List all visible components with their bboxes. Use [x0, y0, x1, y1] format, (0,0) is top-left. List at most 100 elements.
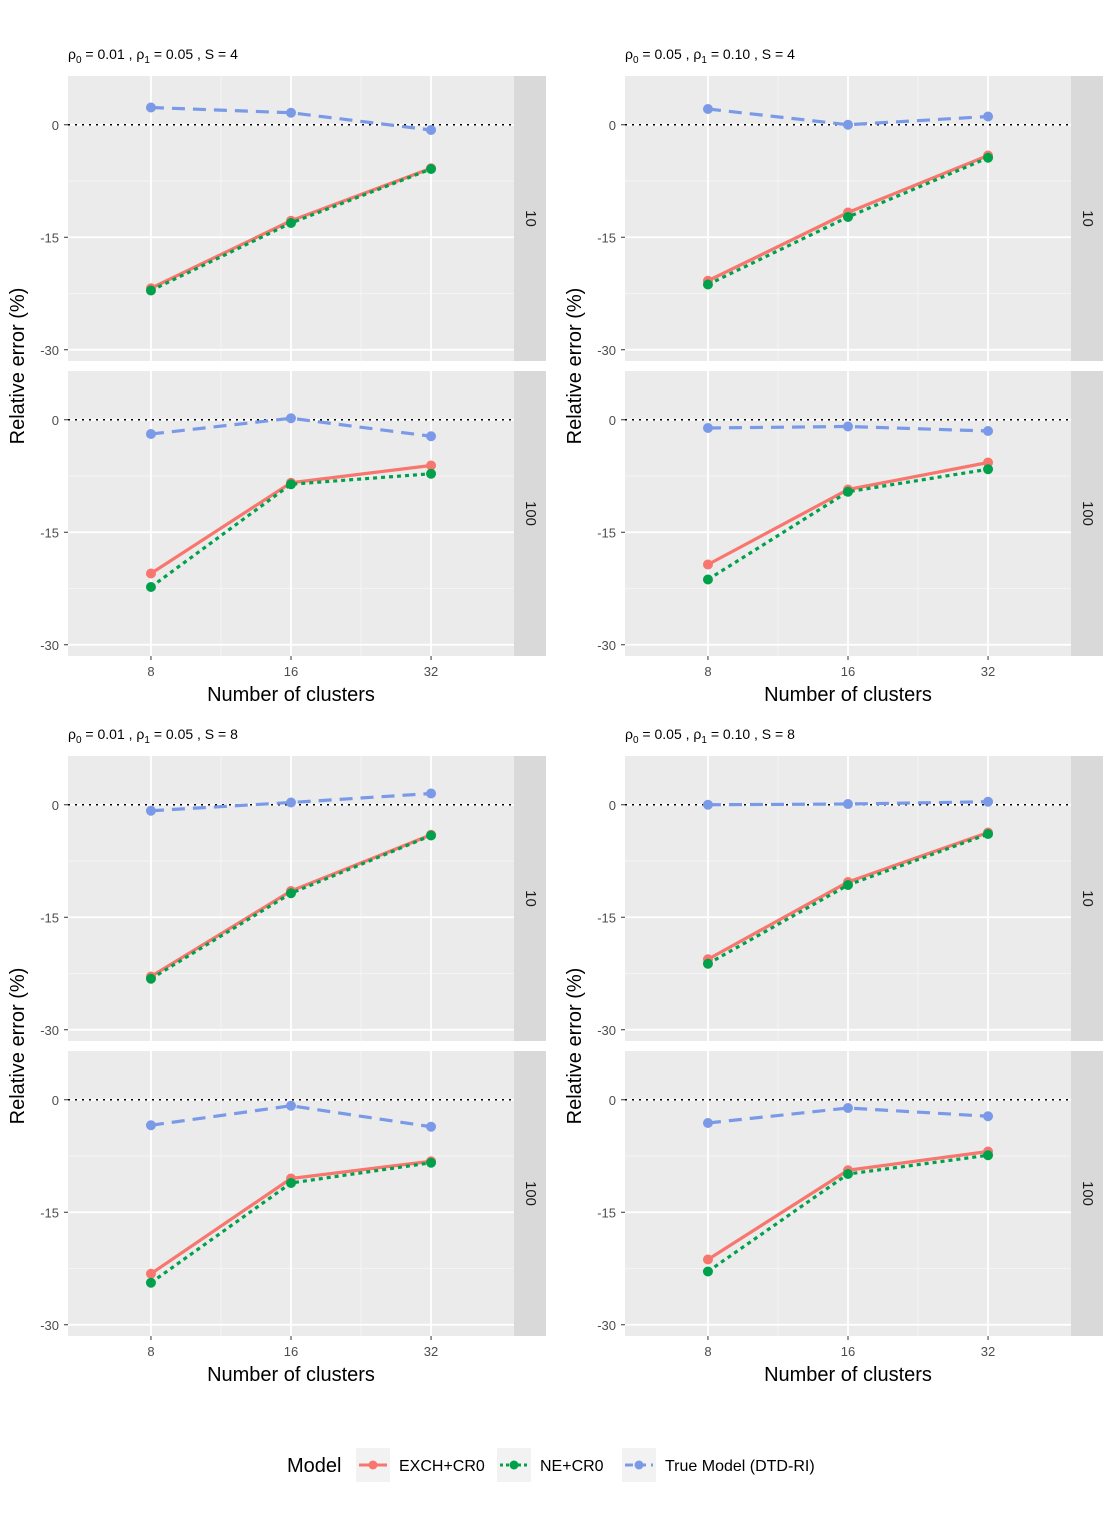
facet-strip: [1071, 756, 1103, 1041]
legend: Model EXCH+CR0 NE+CR0 True Model (DTD-RI): [287, 1448, 815, 1482]
x-tick-label: 16: [841, 664, 855, 679]
y-tick-label: -15: [597, 1205, 616, 1220]
series-line-true-model-dtd-ri: [707, 424, 989, 433]
facet-100: 0 -15 -30 100 8 16 32: [597, 371, 1103, 679]
data-point: [426, 460, 437, 471]
y-tick-label: 0: [609, 798, 616, 813]
data-point: [426, 125, 437, 135]
facet-strip-label: 100: [522, 1181, 539, 1206]
facet-strip-label: 10: [1079, 890, 1096, 907]
data-point: [843, 421, 853, 432]
series-line-ne-cr0: [150, 472, 432, 589]
y-tick-label: -30: [597, 343, 616, 358]
legend-key-point: [509, 1460, 519, 1470]
data-point: [983, 426, 994, 436]
x-axis-title: Number of clusters: [764, 1364, 932, 1386]
series-line-true-model-dtd-ri: [150, 1104, 432, 1129]
chart-panel-1: ρ0 = 0.01 , ρ1 = 0.05 , S = 40-15-30100-…: [7, 46, 546, 706]
data-point: [702, 1118, 713, 1128]
data-point: [145, 568, 156, 579]
legend-key-point: [634, 1460, 644, 1470]
data-point: [426, 431, 437, 442]
data-point: [145, 429, 156, 439]
facet-100: 0 -15 -30 100 8 16 32: [40, 371, 546, 679]
series-line-ne-cr0: [150, 834, 432, 981]
series-line-true-model-dtd-ri: [150, 105, 432, 132]
y-tick-label: -30: [597, 638, 616, 653]
y-tick-label: 0: [52, 118, 59, 133]
facet-10: 0 -15 -30 10: [597, 756, 1103, 1041]
data-point: [843, 799, 853, 809]
y-tick-label: 0: [609, 1093, 616, 1108]
x-tick-label: 16: [284, 1344, 298, 1359]
legend-key-point: [368, 1460, 378, 1470]
data-point: [702, 279, 713, 290]
data-point: [983, 111, 994, 122]
facet-strip-label: 100: [522, 501, 539, 526]
data-point: [426, 468, 437, 479]
data-point: [145, 1120, 156, 1131]
y-tick-label: 0: [609, 413, 616, 428]
x-tick-label: 32: [981, 1344, 995, 1359]
data-point: [145, 1268, 156, 1279]
data-point: [145, 285, 156, 296]
y-tick-label: -30: [40, 1023, 59, 1038]
y-tick-label: -30: [40, 638, 59, 653]
data-point: [286, 797, 296, 808]
y-tick-label: 0: [52, 798, 59, 813]
facet-strip: [1071, 76, 1103, 361]
x-axis-title: Number of clusters: [764, 684, 932, 706]
series-line-true-model-dtd-ri: [707, 1106, 989, 1125]
x-tick-label: 32: [981, 664, 995, 679]
facet-strip-label: 100: [1079, 1181, 1096, 1206]
data-point: [702, 1266, 713, 1277]
data-point: [286, 479, 296, 490]
facet-strip: [514, 756, 546, 1041]
y-tick-label: -30: [40, 343, 59, 358]
facet-strip-label: 10: [522, 890, 539, 907]
series-line-true-model-dtd-ri: [707, 107, 989, 127]
series-line-true-model-dtd-ri: [150, 416, 432, 438]
x-tick-label: 8: [704, 664, 711, 679]
x-tick-label: 32: [424, 1344, 438, 1359]
y-axis-title: Relative error (%): [564, 288, 586, 445]
series-line-true-model-dtd-ri: [707, 800, 989, 807]
data-point: [286, 413, 296, 424]
x-tick-label: 8: [147, 1344, 154, 1359]
y-tick-label: -30: [597, 1023, 616, 1038]
x-tick-label: 8: [147, 664, 154, 679]
y-tick-label: -15: [40, 525, 59, 540]
facet-10: 0 -15 -30 10: [40, 76, 546, 361]
y-tick-label: -15: [597, 525, 616, 540]
data-point: [426, 1121, 437, 1132]
y-tick-label: -15: [597, 910, 616, 925]
facet-100: 0 -15 -30 100 8 16 32: [597, 1051, 1103, 1359]
panel-title: ρ0 = 0.01 , ρ1 = 0.05 , S = 8: [68, 726, 238, 746]
legend-title: Model: [287, 1455, 341, 1477]
legend-item: NE+CR0: [497, 1448, 604, 1482]
y-tick-label: -15: [597, 230, 616, 245]
facet-strip-label: 10: [522, 210, 539, 227]
data-point: [983, 796, 994, 807]
data-point: [843, 119, 853, 130]
y-axis-title: Relative error (%): [564, 968, 586, 1125]
data-point: [702, 104, 713, 114]
facet-strip-label: 100: [1079, 501, 1096, 526]
data-point: [843, 486, 853, 497]
data-point: [702, 1254, 713, 1265]
data-point: [286, 888, 296, 899]
legend-label: NE+CR0: [540, 1458, 604, 1475]
chart-panel-3: ρ0 = 0.01 , ρ1 = 0.05 , S = 80-15-30100-…: [7, 726, 546, 1386]
data-point: [145, 805, 156, 816]
y-tick-label: 0: [52, 413, 59, 428]
x-tick-label: 16: [284, 664, 298, 679]
y-tick-label: 0: [609, 118, 616, 133]
y-tick-label: -30: [40, 1318, 59, 1333]
x-tick-label: 32: [424, 664, 438, 679]
chart-panel-2: ρ0 = 0.05 , ρ1 = 0.10 , S = 40-15-30100-…: [564, 46, 1103, 706]
y-tick-label: 0: [52, 1093, 59, 1108]
legend-label: EXCH+CR0: [399, 1458, 485, 1475]
panel-title: ρ0 = 0.01 , ρ1 = 0.05 , S = 4: [68, 46, 238, 66]
data-point: [286, 107, 296, 118]
facet-strip: [514, 76, 546, 361]
